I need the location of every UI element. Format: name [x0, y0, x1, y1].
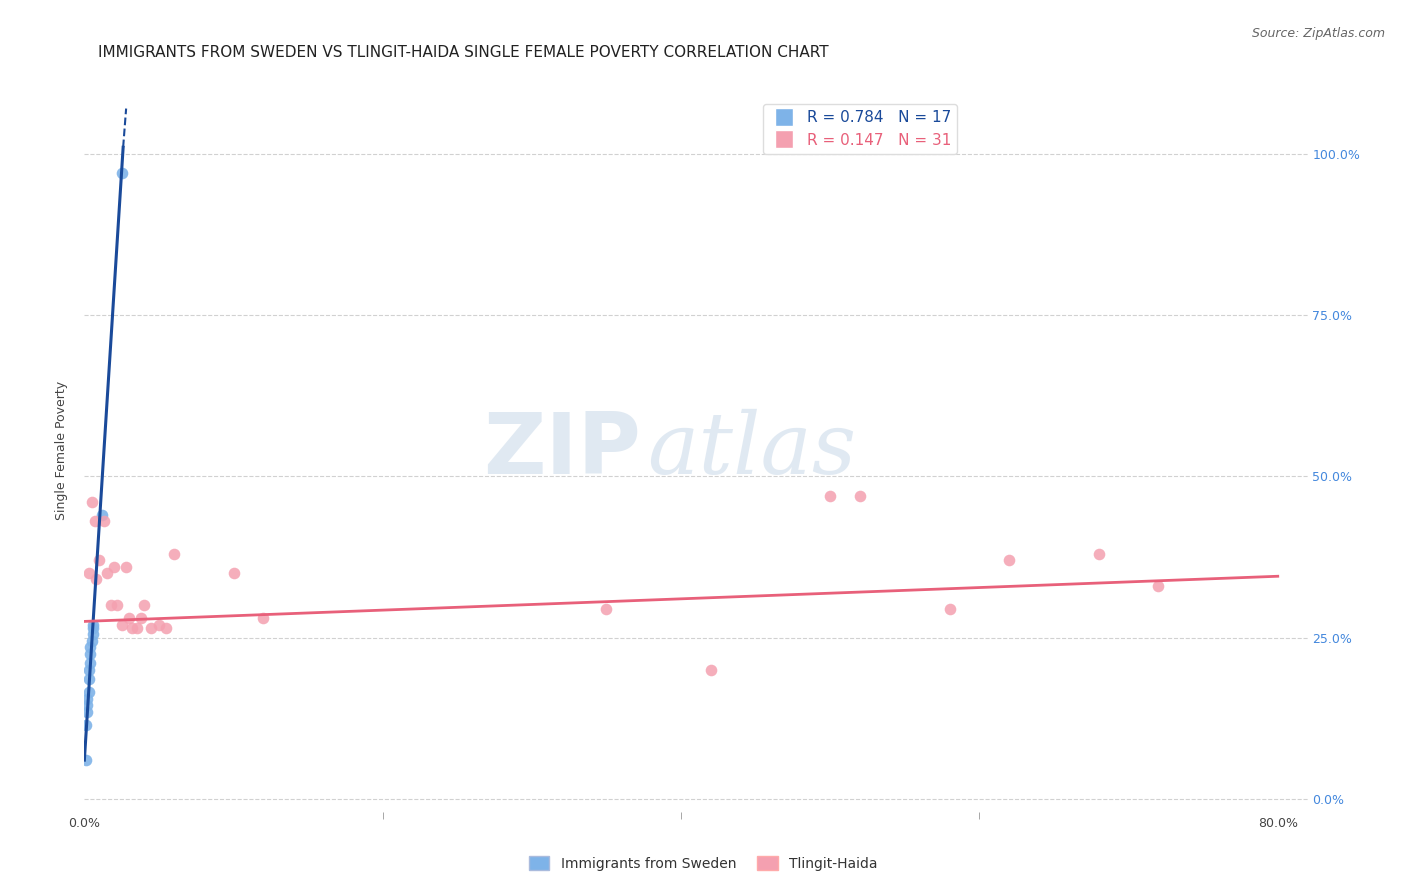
Point — [111, 166, 134, 180]
Text: ZIP: ZIP — [484, 409, 641, 492]
Point — [100, 599, 122, 613]
Point — [118, 611, 141, 625]
Point — [75, 717, 97, 731]
Point — [105, 599, 128, 613]
Point — [163, 547, 186, 561]
Point — [818, 489, 841, 503]
Point — [111, 617, 134, 632]
Point — [121, 621, 143, 635]
Point — [91, 508, 114, 522]
Point — [82, 617, 104, 632]
Point — [76, 698, 98, 713]
Point — [141, 621, 163, 635]
Point — [76, 705, 98, 719]
Legend: R = 0.784   N = 17, R = 0.147   N = 31: R = 0.784 N = 17, R = 0.147 N = 31 — [762, 104, 957, 154]
Point — [125, 621, 148, 635]
Point — [1087, 547, 1109, 561]
Point — [77, 673, 100, 687]
Point — [252, 611, 274, 625]
Point — [115, 559, 138, 574]
Point — [79, 647, 101, 661]
Point — [84, 573, 107, 587]
Text: Source: ZipAtlas.com: Source: ZipAtlas.com — [1251, 27, 1385, 40]
Point — [1147, 579, 1170, 593]
Point — [77, 566, 100, 580]
Point — [89, 553, 111, 567]
Point — [77, 663, 100, 677]
Point — [132, 599, 155, 613]
Point — [129, 611, 152, 625]
Point — [75, 753, 97, 767]
Point — [80, 633, 103, 648]
Point — [700, 663, 723, 677]
Legend: Immigrants from Sweden, Tlingit-Haida: Immigrants from Sweden, Tlingit-Haida — [523, 850, 883, 876]
Text: IMMIGRANTS FROM SWEDEN VS TLINGIT-HAIDA SINGLE FEMALE POVERTY CORRELATION CHART: IMMIGRANTS FROM SWEDEN VS TLINGIT-HAIDA … — [98, 45, 830, 60]
Point — [79, 657, 101, 671]
Point — [849, 489, 872, 503]
Point — [103, 559, 125, 574]
Point — [82, 621, 104, 635]
Point — [77, 685, 100, 699]
Point — [82, 627, 104, 641]
Point — [148, 617, 170, 632]
Point — [998, 553, 1021, 567]
Point — [83, 515, 105, 529]
Point — [79, 640, 101, 655]
Point — [93, 515, 115, 529]
Point — [595, 601, 617, 615]
Point — [96, 566, 118, 580]
Point — [155, 621, 177, 635]
Text: atlas: atlas — [647, 409, 856, 491]
Point — [80, 495, 103, 509]
Point — [938, 601, 960, 615]
Point — [76, 691, 98, 706]
Point — [222, 566, 245, 580]
Y-axis label: Single Female Poverty: Single Female Poverty — [55, 381, 69, 520]
